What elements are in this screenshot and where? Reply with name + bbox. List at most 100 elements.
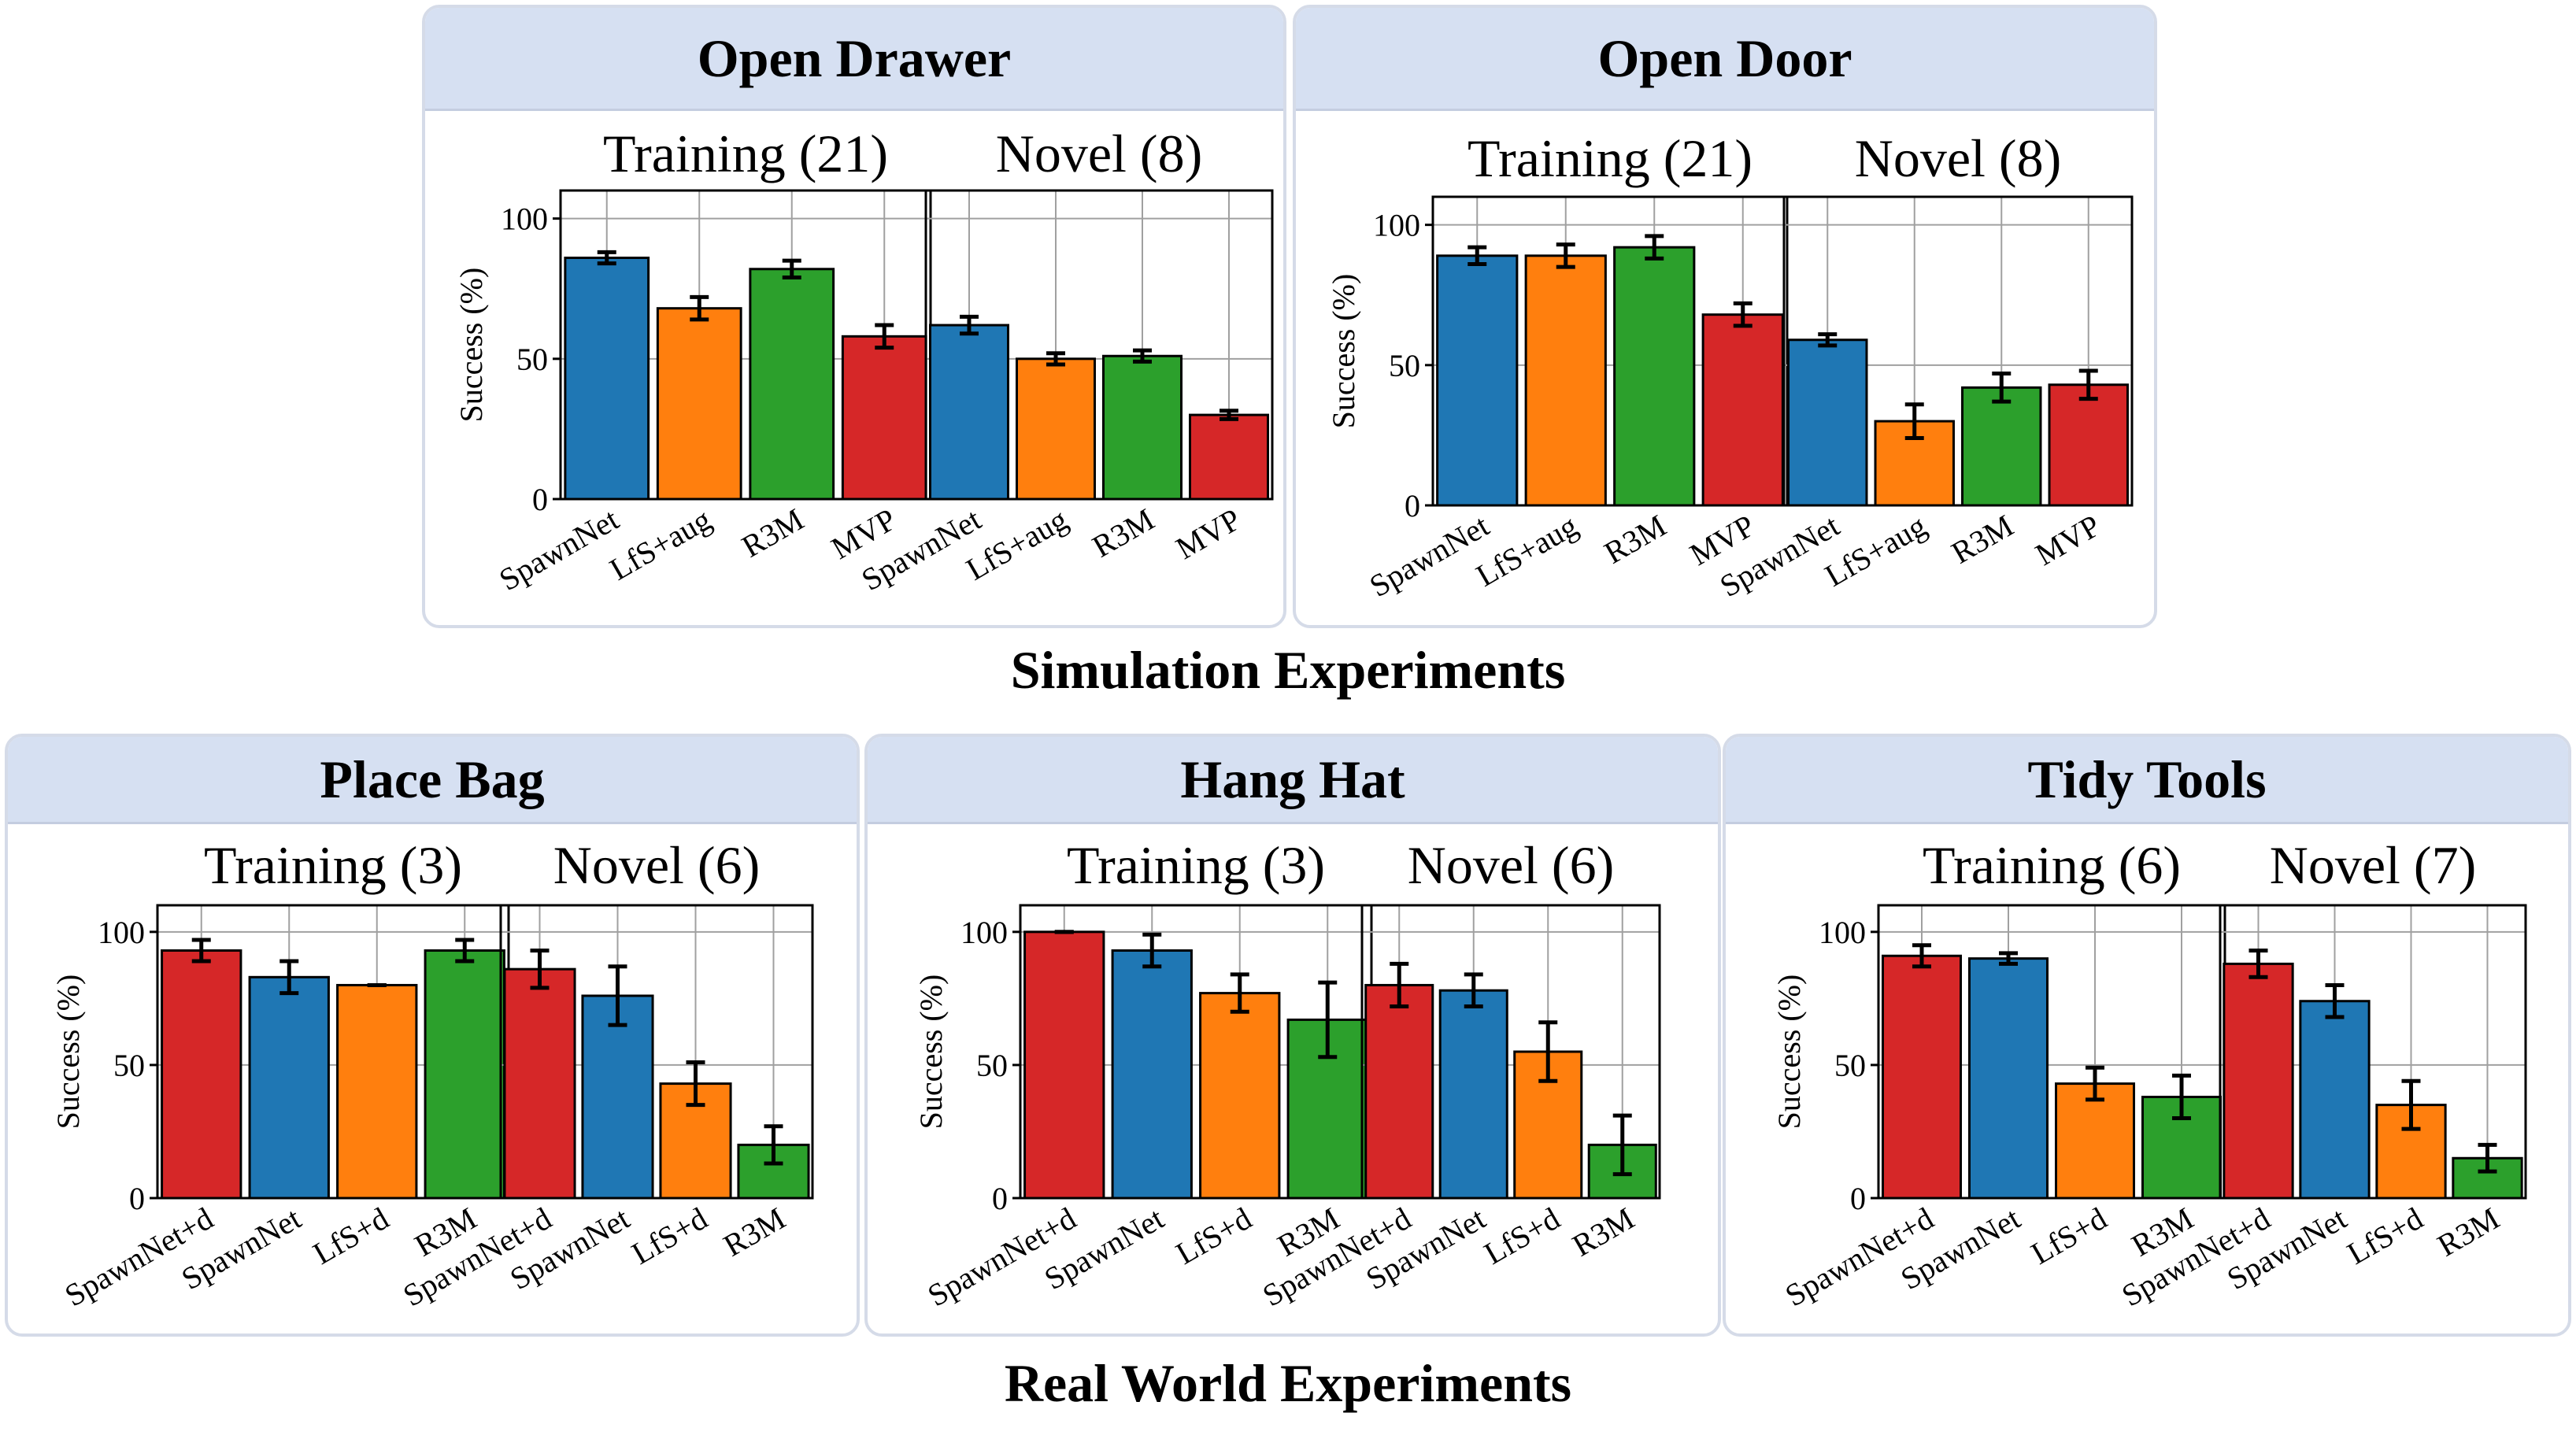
error-bar-spawnnet xyxy=(2325,982,2345,1019)
bar-spawnnet xyxy=(248,975,330,1200)
y-tick-label: 0 xyxy=(992,1181,1008,1216)
bar-lfs-d xyxy=(2055,1082,2135,1200)
error-bar-r3m xyxy=(2478,1142,2497,1174)
panel-title-hang-hat: Hang Hat xyxy=(868,737,1718,824)
bar-r3m xyxy=(749,268,835,501)
error-bar-spawnnet xyxy=(1142,932,1162,969)
bar-r3m xyxy=(1613,246,1696,507)
category-label: R3M xyxy=(1567,1200,1641,1263)
subplot-title: Novel (6) xyxy=(1408,835,1614,895)
bar-spawnnet xyxy=(2299,1000,2371,1200)
bar-lfs-aug xyxy=(656,307,742,501)
bar-r3m xyxy=(1102,354,1183,501)
y-tick-label: 0 xyxy=(1405,488,1420,523)
error-bar-lfs-aug xyxy=(1904,402,1924,440)
bar-spawnnet-d xyxy=(503,967,576,1200)
error-bar-r3m xyxy=(1318,980,1338,1060)
bar-spawnnet xyxy=(1968,957,2049,1200)
bar-spawnnet-d xyxy=(1364,983,1434,1200)
bar-spawnnet xyxy=(564,257,650,501)
bar-mvp xyxy=(841,335,927,501)
error-bar-lfs-d xyxy=(686,1060,705,1108)
bar-spawnnet-d xyxy=(1882,954,1962,1200)
error-bar-r3m xyxy=(2172,1073,2191,1121)
error-bar-spawnnet xyxy=(1818,332,1838,348)
error-bar-r3m xyxy=(455,938,475,964)
y-tick-label: 50 xyxy=(1389,348,1420,383)
error-bar-spawnnet xyxy=(279,959,299,996)
error-bar-r3m xyxy=(1992,372,2012,404)
y-tick-label: 50 xyxy=(113,1048,145,1083)
bar-mvp xyxy=(2048,383,2129,507)
bar-r3m xyxy=(424,949,505,1200)
error-bar-lfs-aug xyxy=(1556,242,1575,269)
error-bar-spawnnet-d xyxy=(191,938,211,964)
category-label: MVP xyxy=(1170,501,1247,566)
bar-mvp xyxy=(1189,413,1269,501)
y-axis-label: Success (%) xyxy=(913,975,949,1130)
error-bar-spawnnet-d xyxy=(2248,948,2268,979)
subplot-title: Training (21) xyxy=(1468,128,1752,188)
category-label: R3M xyxy=(2431,1200,2505,1263)
y-tick-label: 50 xyxy=(976,1048,1008,1083)
error-bar-lfs-d xyxy=(2401,1078,2421,1131)
error-bar-mvp xyxy=(1220,409,1238,421)
bar-spawnnet xyxy=(1436,254,1519,507)
y-tick-label: 100 xyxy=(1819,915,1866,950)
y-axis-label: Success (%) xyxy=(1326,274,1361,429)
category-label: LfS+d xyxy=(1170,1200,1257,1271)
error-bar-spawnnet-d xyxy=(530,948,550,990)
error-bar-spawnnet xyxy=(597,250,616,266)
bar-spawnnet-d xyxy=(2223,962,2294,1200)
category-label: LfS+d xyxy=(626,1200,713,1271)
category-label: LfS+aug xyxy=(1470,508,1583,594)
bar-lfs-aug xyxy=(1524,254,1607,507)
category-label: LfS+d xyxy=(307,1200,394,1271)
y-axis-label: Success (%) xyxy=(1771,975,1807,1130)
error-bar-spawnnet-d xyxy=(1390,961,1409,1009)
bar-lfs-aug xyxy=(1016,357,1096,501)
axes-frame xyxy=(1431,195,1789,507)
category-label: R3M xyxy=(717,1200,791,1263)
y-axis-label: Success (%) xyxy=(453,268,489,423)
error-bar-spawnnet xyxy=(1464,972,1483,1009)
bar-lfs-d xyxy=(1199,992,1281,1200)
y-tick-label: 50 xyxy=(516,342,548,377)
subplot-title: Novel (6) xyxy=(553,835,760,895)
category-label: LfS+d xyxy=(1478,1200,1565,1271)
category-label: R3M xyxy=(1086,501,1160,564)
bar-mvp xyxy=(1701,313,1784,507)
y-tick-label: 100 xyxy=(98,915,145,950)
y-axis-label: Success (%) xyxy=(50,975,86,1130)
section-label-simulation: Simulation Experiments xyxy=(1010,640,1566,700)
panel-title-place-bag: Place Bag xyxy=(8,737,857,824)
y-tick-label: 100 xyxy=(960,915,1008,950)
panel-title-tidy-tools: Tidy Tools xyxy=(1726,737,2568,824)
axes-frame xyxy=(499,904,814,1200)
panel-tidy-tools: Tidy Tools xyxy=(1723,734,2571,1337)
category-label: MVP xyxy=(2030,508,2107,572)
subplot-title: Novel (7) xyxy=(2270,835,2476,895)
bar-spawnnet-d xyxy=(161,949,242,1200)
error-bar-lfs-aug xyxy=(690,294,709,322)
error-bar-spawnnet xyxy=(1999,951,2018,966)
axes-frame xyxy=(1360,904,1661,1200)
error-bar-lfs-d xyxy=(1538,1020,1558,1083)
category-label: R3M xyxy=(736,501,810,564)
error-bar-spawnnet-d xyxy=(1912,943,1931,969)
panel-title-open-drawer: Open Drawer xyxy=(425,8,1283,111)
bar-spawnnet-d xyxy=(1023,930,1105,1200)
error-bar-r3m xyxy=(782,258,801,279)
subplot-title: Training (6) xyxy=(1923,835,2181,895)
bar-spawnnet xyxy=(929,324,1009,501)
category-label: LfS+aug xyxy=(604,501,717,587)
category-label: R3M xyxy=(1598,508,1672,571)
panel-title-open-door: Open Door xyxy=(1296,8,2154,111)
category-label: SpawnNet xyxy=(493,501,624,597)
axes-frame xyxy=(2219,904,2527,1200)
category-label: R3M xyxy=(1945,508,2019,571)
